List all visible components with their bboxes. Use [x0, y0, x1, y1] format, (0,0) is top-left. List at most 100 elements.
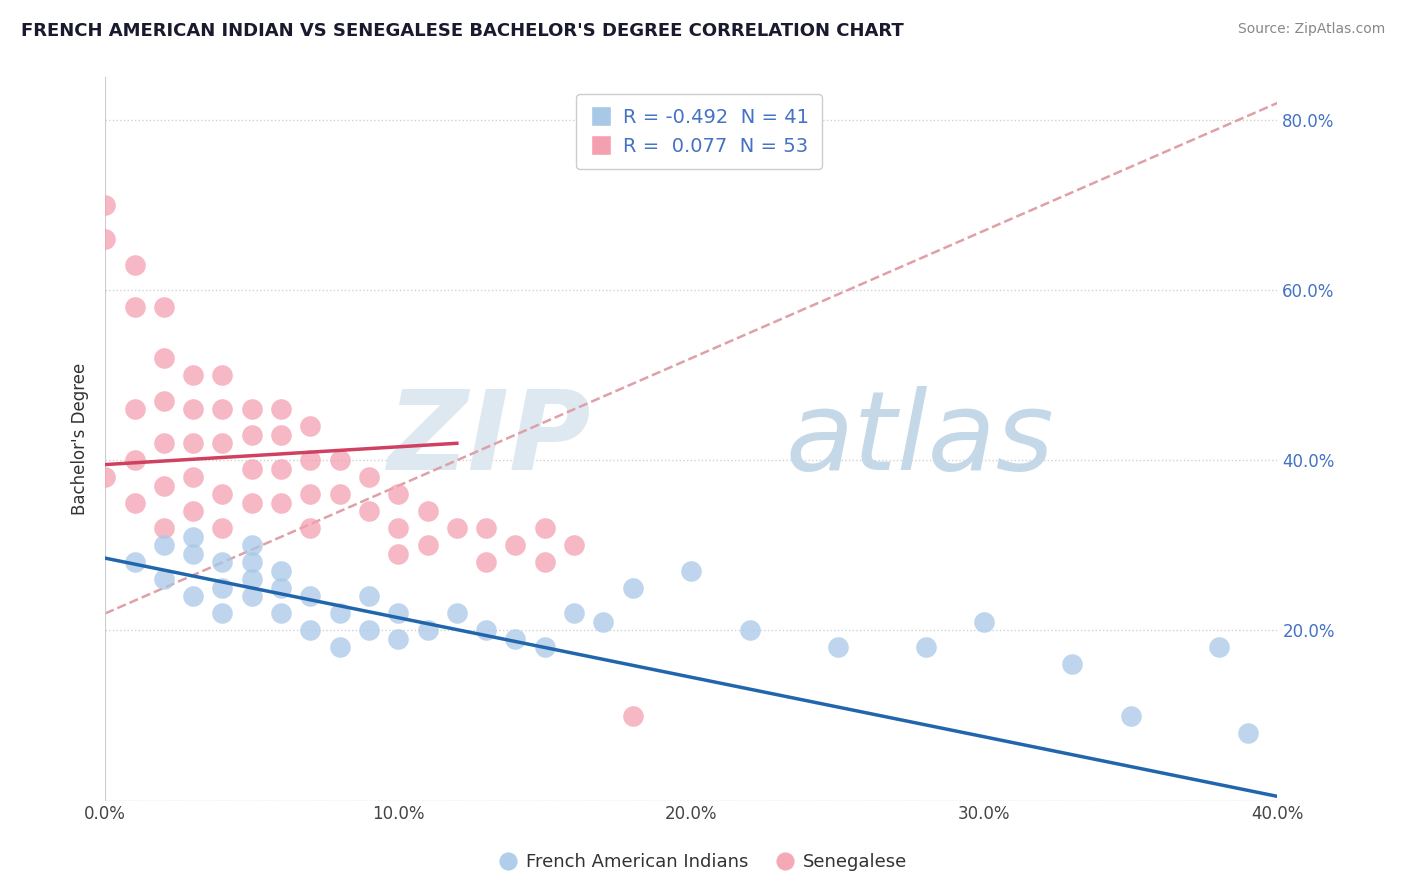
Point	[533, 521, 555, 535]
Point	[153, 573, 176, 587]
Point	[240, 462, 263, 476]
Point	[357, 504, 380, 518]
Point	[240, 555, 263, 569]
Point	[124, 402, 146, 417]
Point	[270, 496, 292, 510]
Point	[211, 436, 233, 450]
Point	[357, 470, 380, 484]
Point	[240, 590, 263, 604]
Point	[357, 624, 380, 638]
Point	[270, 581, 292, 595]
Point	[533, 555, 555, 569]
Point	[1062, 657, 1084, 672]
Point	[181, 402, 204, 417]
Point	[505, 632, 527, 646]
Point	[270, 427, 292, 442]
Point	[387, 547, 409, 561]
Point	[738, 624, 761, 638]
Point	[181, 470, 204, 484]
Point	[681, 564, 703, 578]
Point	[211, 368, 233, 383]
Point	[240, 496, 263, 510]
Point	[124, 496, 146, 510]
Point	[181, 504, 204, 518]
Point	[387, 607, 409, 621]
Point	[299, 487, 322, 501]
Point	[446, 521, 468, 535]
Point	[240, 402, 263, 417]
Point	[181, 590, 204, 604]
Point	[94, 198, 117, 212]
Point	[181, 547, 204, 561]
Point	[299, 624, 322, 638]
Point	[211, 487, 233, 501]
Point	[240, 427, 263, 442]
Point	[124, 258, 146, 272]
Point	[270, 462, 292, 476]
Point	[827, 640, 849, 655]
Point	[153, 300, 176, 314]
Point	[387, 487, 409, 501]
Point	[181, 530, 204, 544]
Point	[211, 581, 233, 595]
Point	[1208, 640, 1230, 655]
Point	[387, 632, 409, 646]
Legend: French American Indians, Senegalese: French American Indians, Senegalese	[492, 847, 914, 879]
Point	[329, 487, 352, 501]
Point	[153, 521, 176, 535]
Point	[416, 504, 439, 518]
Point	[240, 573, 263, 587]
Point	[973, 615, 995, 629]
Legend: R = -0.492  N = 41, R =  0.077  N = 53: R = -0.492 N = 41, R = 0.077 N = 53	[576, 95, 823, 169]
Point	[1237, 725, 1260, 739]
Point	[270, 564, 292, 578]
Point	[416, 538, 439, 552]
Point	[181, 368, 204, 383]
Point	[1119, 708, 1142, 723]
Point	[914, 640, 936, 655]
Point	[211, 555, 233, 569]
Y-axis label: Bachelor's Degree: Bachelor's Degree	[72, 363, 89, 516]
Point	[240, 538, 263, 552]
Point	[446, 607, 468, 621]
Text: Source: ZipAtlas.com: Source: ZipAtlas.com	[1237, 22, 1385, 37]
Point	[211, 521, 233, 535]
Point	[299, 521, 322, 535]
Point	[387, 521, 409, 535]
Point	[329, 453, 352, 467]
Point	[329, 640, 352, 655]
Point	[211, 402, 233, 417]
Point	[270, 607, 292, 621]
Point	[153, 351, 176, 366]
Point	[270, 402, 292, 417]
Point	[299, 453, 322, 467]
Point	[505, 538, 527, 552]
Point	[153, 393, 176, 408]
Point	[153, 538, 176, 552]
Text: ZIP: ZIP	[388, 385, 592, 492]
Point	[329, 607, 352, 621]
Point	[357, 590, 380, 604]
Point	[181, 436, 204, 450]
Point	[533, 640, 555, 655]
Point	[621, 581, 644, 595]
Point	[475, 624, 498, 638]
Point	[621, 708, 644, 723]
Point	[153, 436, 176, 450]
Point	[299, 419, 322, 434]
Point	[124, 555, 146, 569]
Point	[94, 232, 117, 246]
Point	[124, 300, 146, 314]
Point	[94, 470, 117, 484]
Point	[475, 521, 498, 535]
Point	[416, 624, 439, 638]
Text: FRENCH AMERICAN INDIAN VS SENEGALESE BACHELOR'S DEGREE CORRELATION CHART: FRENCH AMERICAN INDIAN VS SENEGALESE BAC…	[21, 22, 904, 40]
Point	[475, 555, 498, 569]
Point	[153, 479, 176, 493]
Point	[562, 538, 585, 552]
Point	[124, 453, 146, 467]
Point	[211, 607, 233, 621]
Point	[562, 607, 585, 621]
Text: atlas: atlas	[785, 385, 1053, 492]
Point	[299, 590, 322, 604]
